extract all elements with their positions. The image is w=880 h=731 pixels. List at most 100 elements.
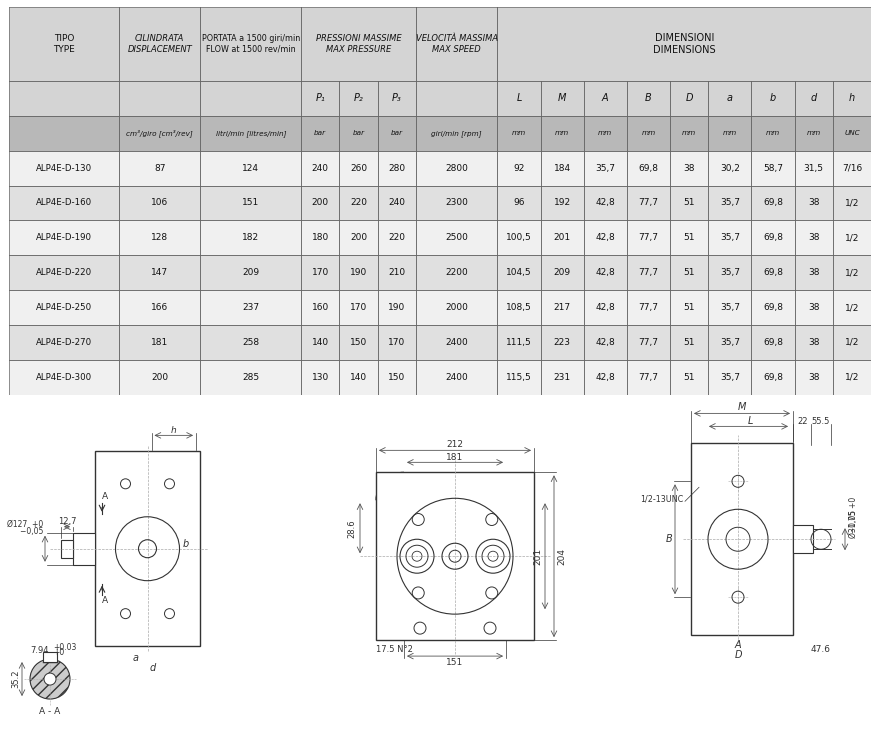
Text: bar: bar (353, 130, 364, 136)
Text: A: A (602, 94, 609, 103)
Text: D: D (686, 94, 693, 103)
Bar (119, 151, 201, 186)
Bar (301, 186, 340, 221)
Text: 100,5: 100,5 (506, 233, 532, 243)
Text: 1/2: 1/2 (845, 338, 859, 347)
Bar (416, 7, 497, 81)
Bar (416, 186, 497, 221)
Bar (795, 115, 832, 151)
Text: UNC: UNC (844, 130, 860, 136)
Text: B: B (665, 534, 672, 545)
Text: d: d (150, 663, 156, 673)
Text: 2400: 2400 (445, 338, 468, 347)
Text: 209: 209 (554, 268, 571, 277)
Bar (795, 186, 832, 221)
Bar (752, 115, 795, 151)
Bar (301, 81, 340, 115)
Text: 150: 150 (388, 373, 406, 382)
Bar (540, 221, 583, 255)
Bar (540, 115, 583, 151)
Bar (708, 151, 752, 186)
Bar (43, 652, 57, 662)
Bar (119, 290, 201, 325)
Text: 220: 220 (350, 198, 367, 208)
Bar (9, 290, 119, 325)
Text: 51: 51 (684, 268, 695, 277)
Bar (201, 7, 301, 81)
Text: 200: 200 (312, 198, 329, 208)
Text: P₃: P₃ (392, 94, 402, 103)
Circle shape (30, 659, 70, 699)
Bar (708, 221, 752, 255)
Bar (201, 151, 301, 186)
Bar (301, 255, 340, 290)
Text: 31,5: 31,5 (803, 164, 824, 173)
Bar (340, 115, 378, 151)
Text: 42,8: 42,8 (596, 268, 615, 277)
Text: 166: 166 (151, 303, 168, 312)
Text: 77,7: 77,7 (638, 268, 658, 277)
Bar (540, 325, 583, 360)
Bar (201, 81, 301, 115)
Text: 51: 51 (684, 233, 695, 243)
Text: bar: bar (391, 130, 403, 136)
Bar (378, 221, 416, 255)
Bar (627, 151, 670, 186)
Bar (9, 186, 119, 221)
Text: d: d (810, 94, 817, 103)
Bar (708, 325, 752, 360)
Text: mm: mm (807, 130, 821, 136)
Bar (497, 186, 540, 221)
Bar (752, 360, 795, 395)
Bar (416, 81, 497, 115)
Text: 35.2: 35.2 (11, 670, 20, 689)
Text: 280: 280 (388, 164, 406, 173)
Bar (670, 255, 708, 290)
Text: 77,7: 77,7 (638, 338, 658, 347)
Text: 77,7: 77,7 (638, 373, 658, 382)
Bar (201, 290, 301, 325)
Bar (583, 186, 627, 221)
Text: 210: 210 (388, 268, 406, 277)
Bar (540, 81, 583, 115)
Text: 69,8: 69,8 (763, 303, 783, 312)
Text: 108,5: 108,5 (506, 303, 532, 312)
Bar (416, 290, 497, 325)
Text: mm: mm (642, 130, 656, 136)
Text: A: A (102, 492, 108, 501)
Text: 35,7: 35,7 (720, 373, 740, 382)
Bar (708, 290, 752, 325)
Text: 150: 150 (350, 338, 367, 347)
Bar (301, 115, 340, 151)
Bar (708, 115, 752, 151)
Bar (416, 115, 497, 151)
Text: Ø31.75 +0: Ø31.75 +0 (849, 496, 858, 538)
Bar (416, 255, 497, 290)
Text: 170: 170 (312, 268, 329, 277)
Text: P₁: P₁ (315, 94, 325, 103)
Text: 1/2: 1/2 (845, 233, 859, 243)
Text: 55.5: 55.5 (812, 417, 830, 426)
Text: cm³/giro [cm³/rev]: cm³/giro [cm³/rev] (127, 129, 193, 137)
Text: DIMENSIONI
DIMENSIONS: DIMENSIONI DIMENSIONS (653, 34, 715, 55)
Text: 96: 96 (513, 198, 524, 208)
Text: 38: 38 (684, 164, 695, 173)
Text: ALP4E-D-160: ALP4E-D-160 (36, 198, 92, 208)
Text: 111,5: 111,5 (506, 338, 532, 347)
Bar (832, 115, 871, 151)
Text: 1/2: 1/2 (845, 198, 859, 208)
Bar (301, 221, 340, 255)
Text: litri/min [litres/min]: litri/min [litres/min] (216, 130, 286, 137)
Bar (201, 255, 301, 290)
Text: 2500: 2500 (445, 233, 468, 243)
Text: 285: 285 (242, 373, 260, 382)
Bar (9, 151, 119, 186)
Bar (583, 115, 627, 151)
Bar (301, 325, 340, 360)
Text: A - A: A - A (40, 707, 61, 716)
Text: 106: 106 (151, 198, 168, 208)
Bar (752, 255, 795, 290)
Bar (627, 81, 670, 115)
Bar (61, 539, 73, 558)
Bar (416, 360, 497, 395)
